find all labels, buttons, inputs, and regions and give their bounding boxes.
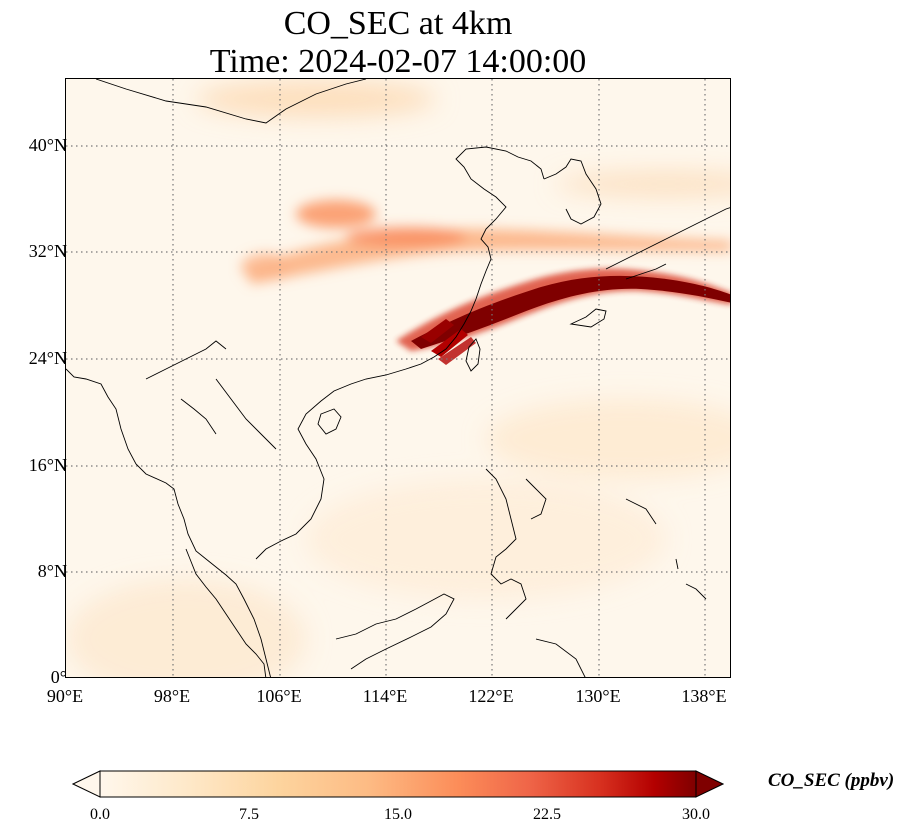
colorbar-gradient [100, 771, 696, 797]
coastlines [66, 79, 730, 677]
lon-tick-130e: 130°E [575, 686, 621, 706]
lat-tick-0: 0° [50, 667, 67, 687]
title-line-2: Time: 2024-02-07 14:00:00 [209, 43, 587, 80]
lon-tick-138e: 138°E [681, 686, 727, 706]
lat-tick-32n: 32°N [28, 241, 67, 261]
lon-tick-106e: 106°E [256, 686, 302, 706]
colorbar-outline [99, 770, 697, 798]
lon-tick-122e: 122°E [468, 686, 514, 706]
colorbar-label: CO_SEC (ppbv) [768, 770, 895, 791]
title-line-1: CO_SEC at 4km [283, 5, 513, 42]
co-field-shading [66, 81, 730, 677]
lat-tick-24n: 24°N [28, 348, 67, 368]
colorbar-tick-0: 0.0 [90, 806, 110, 823]
colorbar-extend-low [72, 770, 101, 798]
colorbar [72, 770, 724, 798]
gridlines [66, 79, 730, 677]
map-panel [65, 78, 731, 678]
lat-tick-8n: 8°N [37, 561, 67, 581]
lat-tick-16n: 16°N [28, 455, 67, 475]
lon-tick-90e: 90°E [46, 686, 84, 706]
colorbar-tick-15: 15.0 [384, 806, 412, 823]
colorbar-tick-7-5: 7.5 [239, 806, 259, 823]
co-band-north [241, 200, 730, 284]
map-canvas [66, 79, 730, 677]
lon-tick-98e: 98°E [153, 686, 191, 706]
colorbar-tick-30: 30.0 [682, 806, 710, 823]
colorbar-extend-high [695, 770, 724, 798]
lon-tick-114e: 114°E [362, 686, 408, 706]
lat-tick-40n: 40°N [28, 135, 67, 155]
colorbar-tick-22-5: 22.5 [533, 806, 561, 823]
co-plume-main [396, 268, 730, 365]
